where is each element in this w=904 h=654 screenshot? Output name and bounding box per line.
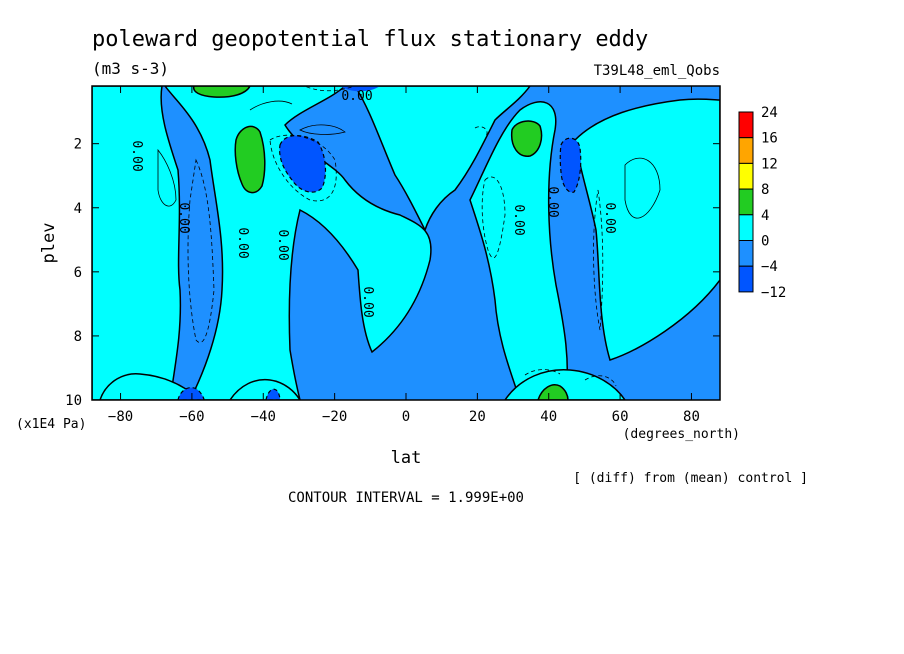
field-cyan-region — [354, 86, 531, 232]
zero-contour-label: 0.00 — [545, 186, 560, 217]
zero-contour-label: 0.00 — [235, 227, 250, 258]
zero-contour-label: 0.00 — [275, 229, 290, 260]
y-tick-label: 4 — [74, 201, 82, 217]
colorbar-label: 4 — [761, 208, 769, 224]
chart-title: poleward geopotential flux stationary ed… — [92, 27, 648, 52]
colorbar-legend: 24 16 12 8 4 0 −4 −12 — [738, 105, 786, 301]
thin-negative-contours — [187, 86, 617, 387]
field-cyan-region — [504, 369, 626, 400]
field-darkblue-region — [265, 388, 281, 400]
zero-contour-label: 0.00 — [129, 140, 144, 171]
colorbar-swatch — [738, 240, 754, 267]
field-darkblue-region — [279, 135, 327, 193]
colorbar-swatch — [738, 188, 754, 216]
x-tick-label: −40 — [251, 409, 276, 425]
colorbar-label: 8 — [761, 182, 769, 198]
x-tick-label: 60 — [612, 409, 629, 425]
colorbar-label: −4 — [761, 259, 778, 275]
colorbar-label: −12 — [761, 285, 786, 301]
field-cyan-region — [164, 86, 432, 400]
colorbar-label: 24 — [761, 105, 778, 121]
run-label: T39L48_eml_Qobs — [594, 63, 720, 79]
colorbar-swatch — [738, 214, 754, 242]
colorbar-swatch — [738, 111, 754, 139]
x-tick-label: 40 — [540, 409, 557, 425]
field-cyan-region — [229, 378, 301, 400]
chart-units: (m3 s-3) — [92, 59, 169, 78]
plot-area: 0.00 0.00 0.00 0.00 0.00 0.00 0.00 0.00 … — [92, 86, 720, 400]
colorbar-swatch — [738, 137, 754, 164]
x-axis: −80 −60 −40 −20 0 20 40 60 80 — [108, 86, 700, 425]
x-axis-label: lat — [391, 448, 422, 468]
y-axis-label: plev — [39, 223, 59, 264]
colorbar-swatch — [738, 265, 754, 293]
colorbar-label: 12 — [761, 156, 778, 172]
y-tick-label: 8 — [74, 329, 82, 345]
y-tick-label: 6 — [74, 265, 82, 281]
field-cyan-region — [574, 98, 720, 361]
x-tick-label: 0 — [402, 409, 410, 425]
field-green-region — [234, 125, 266, 194]
field-cyan-region — [92, 86, 182, 400]
zero-contour-labels: 0.00 0.00 0.00 0.00 0.00 0.00 0.00 0.00 … — [129, 89, 617, 318]
field-green-region — [510, 120, 543, 157]
colorbar-label: 16 — [761, 131, 778, 147]
zero-contour-label: 0.00 — [341, 89, 372, 104]
colorbar-label: 0 — [761, 234, 769, 250]
x-axis-units: (degrees_north) — [623, 427, 740, 442]
field-cyan-region — [469, 101, 569, 400]
y-tick-label: 10 — [65, 393, 82, 409]
y-tick-label: 2 — [74, 137, 82, 153]
x-tick-label: −80 — [108, 409, 133, 425]
field-darkblue-region — [559, 137, 582, 193]
contour-interval: CONTOUR INTERVAL = 1.999E+00 — [288, 490, 524, 506]
colorbar-swatch — [738, 162, 754, 190]
y-axis-units: (x1E4 Pa) — [16, 417, 86, 432]
diff-note: [ (diff) from (mean) control ] — [573, 471, 808, 486]
field-green-region — [537, 384, 569, 400]
zero-contour-label: 0.00 — [360, 286, 375, 317]
y-axis: 2 4 6 8 10 — [65, 137, 720, 409]
field-darkblue-region — [177, 387, 205, 400]
zero-contour-label: 0.00 — [176, 202, 191, 233]
zero-contour-label: 0.00 — [511, 204, 526, 235]
x-tick-label: 20 — [469, 409, 486, 425]
x-tick-label: 80 — [683, 409, 700, 425]
thin-positive-contours — [157, 100, 661, 219]
field-green-region — [192, 86, 251, 98]
x-tick-label: −60 — [179, 409, 204, 425]
x-tick-label: −20 — [322, 409, 347, 425]
zero-contour-label: 0.00 — [602, 202, 617, 233]
